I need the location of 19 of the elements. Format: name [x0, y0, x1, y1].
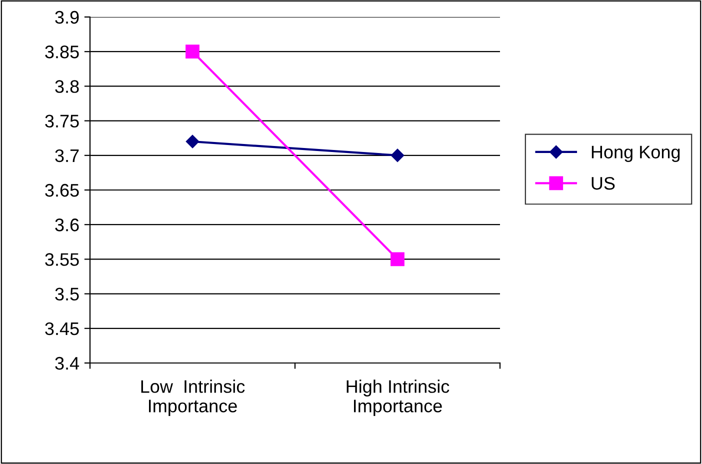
y-tick-label: 3.7 — [55, 149, 79, 162]
y-tick-label: 3.65 — [45, 184, 79, 197]
point — [186, 44, 200, 59]
y-tick-label: 3.6 — [55, 218, 79, 232]
point — [390, 252, 404, 266]
y-tick-label: 3.9 — [55, 10, 79, 24]
y-tick-label: 3.85 — [45, 46, 79, 58]
x-tick-label: Low Intrinsic Importance — [141, 380, 245, 416]
y-tick-label: 3.45 — [45, 322, 79, 336]
y-tick-label: 3.5 — [55, 288, 79, 301]
y-tick-label: 3.8 — [55, 80, 79, 93]
y-tick-label: 3.55 — [45, 253, 79, 266]
point — [186, 134, 200, 148]
point — [390, 148, 404, 162]
y-tick-label: 3.4 — [55, 356, 80, 370]
x-tick-label: High Intrinsic Importance — [346, 380, 450, 416]
y-tick-label: 3.75 — [45, 114, 79, 128]
legend-label: Hong Kong — [592, 146, 680, 162]
legend-label: US — [592, 176, 615, 190]
